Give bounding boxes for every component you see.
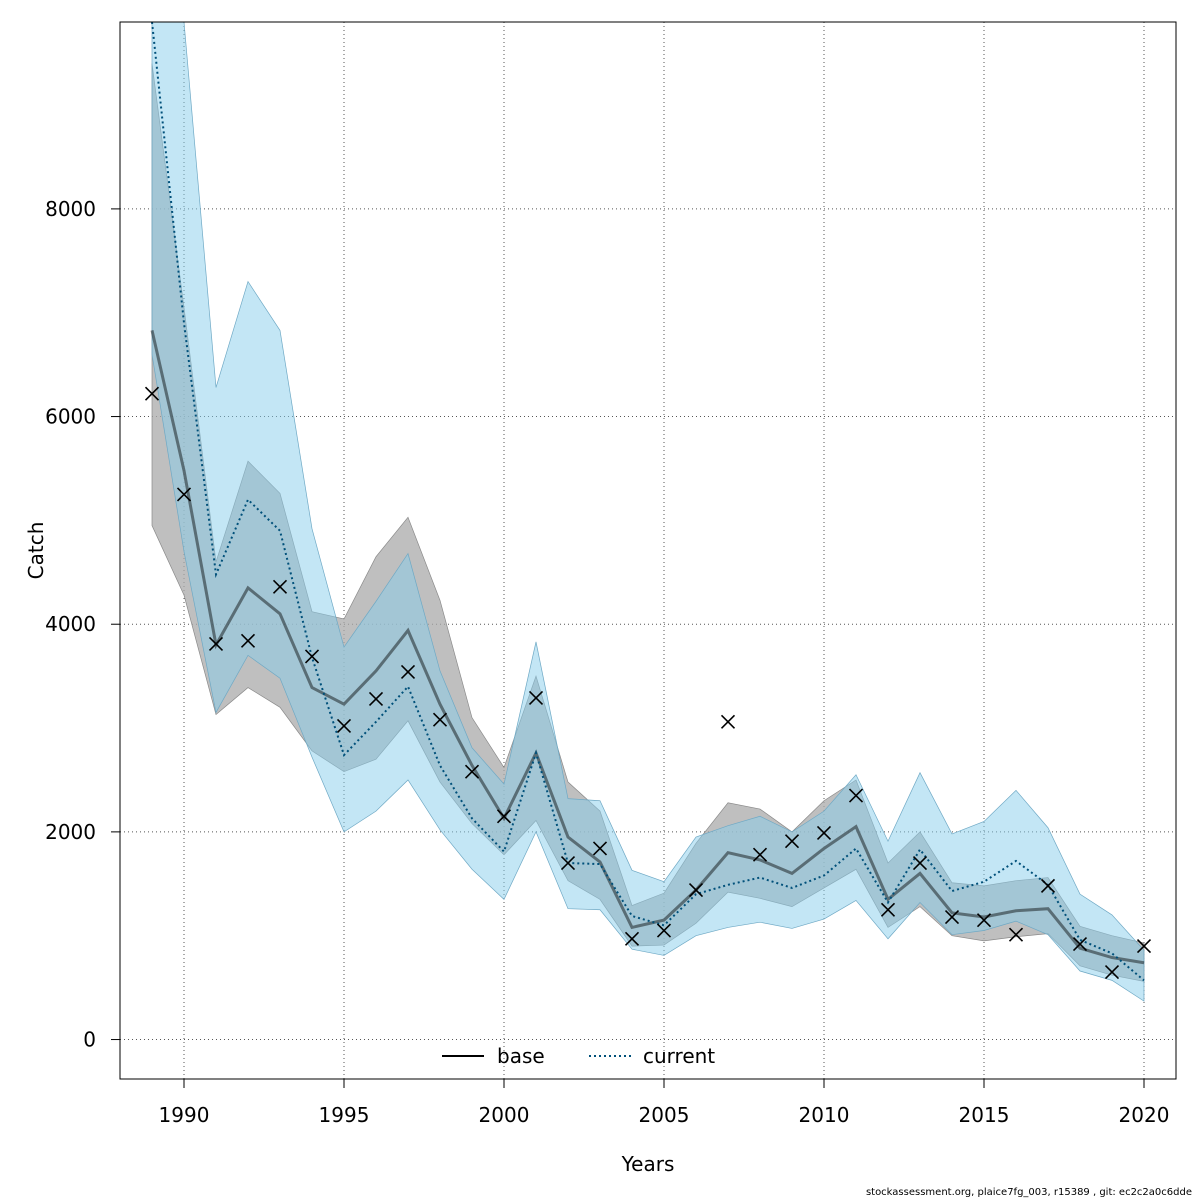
observed-point-stroke — [720, 714, 736, 729]
observed-point-stroke — [912, 855, 928, 871]
observed-point — [1040, 878, 1056, 893]
observed-point — [208, 636, 224, 652]
y-tick-label: 8000 — [45, 197, 96, 221]
observed-point — [784, 834, 800, 849]
observed-point-stroke — [944, 909, 960, 925]
observed-point-stroke — [496, 809, 512, 824]
observed-point — [240, 633, 256, 648]
y-tick-label: 2000 — [45, 820, 96, 844]
observed-point — [1104, 964, 1120, 980]
observed-point — [304, 649, 320, 664]
observed-point-stroke — [1072, 936, 1088, 952]
legend-label-current: current — [643, 1044, 715, 1068]
observed-point-stroke — [848, 788, 864, 803]
series-lines — [150, 22, 1145, 982]
observed-point-stroke — [624, 931, 640, 946]
observed-point-stroke — [1104, 964, 1120, 980]
confidence-bands — [151, 22, 1145, 1002]
observed-point-stroke — [976, 913, 992, 928]
observed-point-stroke — [464, 764, 480, 779]
current-line — [151, 22, 1145, 982]
observed-point — [1136, 939, 1152, 954]
footer-credit: stockassessment.org, plaice7fg_003, r153… — [865, 1187, 1192, 1198]
observed-point — [368, 691, 384, 707]
observed-point-stroke — [336, 718, 352, 734]
observed-point — [1008, 927, 1024, 942]
observed-point — [432, 712, 448, 727]
y-tick-label: 4000 — [45, 612, 96, 636]
observed-point — [944, 909, 960, 925]
observed-point-stroke — [528, 690, 544, 706]
observed-point — [272, 579, 288, 594]
observed-point-stroke — [1040, 878, 1056, 893]
observed-point — [816, 825, 832, 840]
observed-point — [400, 664, 416, 680]
current-band — [151, 22, 1145, 1002]
observed-point-stroke — [1136, 939, 1152, 954]
observed-point — [912, 855, 928, 871]
observed-point-stroke — [688, 882, 704, 898]
x-tick-label: 2005 — [639, 1103, 690, 1127]
observed-point-stroke — [400, 664, 416, 680]
observed-point — [976, 913, 992, 928]
observed-point-stroke — [592, 841, 608, 856]
observed-point — [592, 841, 608, 856]
observed-point — [1072, 936, 1088, 952]
observed-point — [336, 718, 352, 734]
observed-point-stroke — [272, 579, 288, 594]
observed-point-stroke — [304, 649, 320, 664]
y-tick-label: 6000 — [45, 405, 96, 429]
legend: base current — [442, 1044, 715, 1068]
base-line — [150, 330, 1145, 965]
x-tick-label: 2020 — [1119, 1103, 1170, 1127]
observed-point — [144, 386, 160, 401]
observed-point — [624, 931, 640, 946]
observed-point — [720, 714, 736, 729]
observed-point-stroke — [432, 712, 448, 727]
x-tick-label: 1990 — [159, 1103, 210, 1127]
x-tick-label: 1995 — [319, 1103, 370, 1127]
y-axis-label: Catch — [24, 522, 48, 580]
observed-point — [656, 923, 672, 938]
x-tick-label: 2000 — [479, 1103, 530, 1127]
observed-point-stroke — [368, 691, 384, 707]
observed-point — [752, 847, 768, 862]
observed-point-stroke — [880, 902, 896, 917]
x-tick-label: 2010 — [799, 1103, 850, 1127]
observed-point-stroke — [240, 633, 256, 648]
observed-point-stroke — [816, 825, 832, 840]
observed-point-stroke — [144, 386, 160, 401]
observed-point-stroke — [784, 834, 800, 849]
legend-label-base: base — [497, 1044, 545, 1068]
observed-point-stroke — [1008, 927, 1024, 942]
observed-point — [560, 855, 576, 871]
observed-point-stroke — [560, 855, 576, 871]
y-tick-label: 0 — [83, 1028, 96, 1052]
plot-frame — [119, 21, 1177, 1080]
observed-point — [464, 764, 480, 779]
observed-point — [848, 788, 864, 803]
axes: 1990 1995 2000 2005 2010 2015 2020 0 2000 4000 600… — [45, 197, 1169, 1127]
observed-point — [528, 690, 544, 706]
observed-point — [688, 882, 704, 898]
observed-point-stroke — [752, 847, 768, 862]
x-tick-label: 2015 — [959, 1103, 1010, 1127]
observed-point — [496, 809, 512, 824]
observed-point — [176, 487, 192, 502]
observed-point-stroke — [208, 636, 224, 652]
x-axis-label: Years — [621, 1152, 675, 1176]
observed-point-stroke — [656, 923, 672, 938]
grid — [120, 22, 1176, 1079]
observed-points — [144, 386, 1152, 980]
observed-point — [880, 902, 896, 917]
observed-point-stroke — [176, 487, 192, 502]
